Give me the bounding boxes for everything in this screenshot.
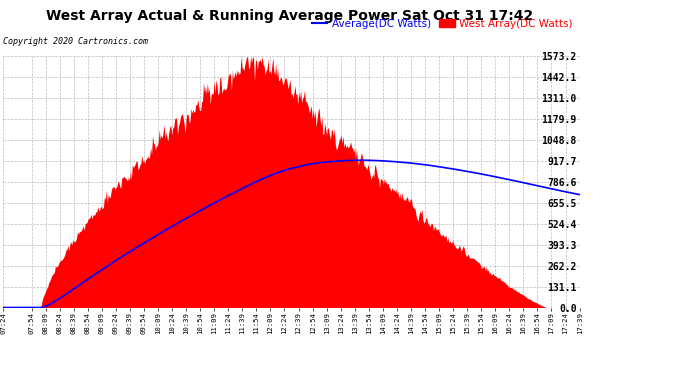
Text: Copyright 2020 Cartronics.com: Copyright 2020 Cartronics.com (3, 38, 148, 46)
Legend: Average(DC Watts), West Array(DC Watts): Average(DC Watts), West Array(DC Watts) (308, 15, 576, 33)
Text: West Array Actual & Running Average Power Sat Oct 31 17:42: West Array Actual & Running Average Powe… (46, 9, 533, 23)
